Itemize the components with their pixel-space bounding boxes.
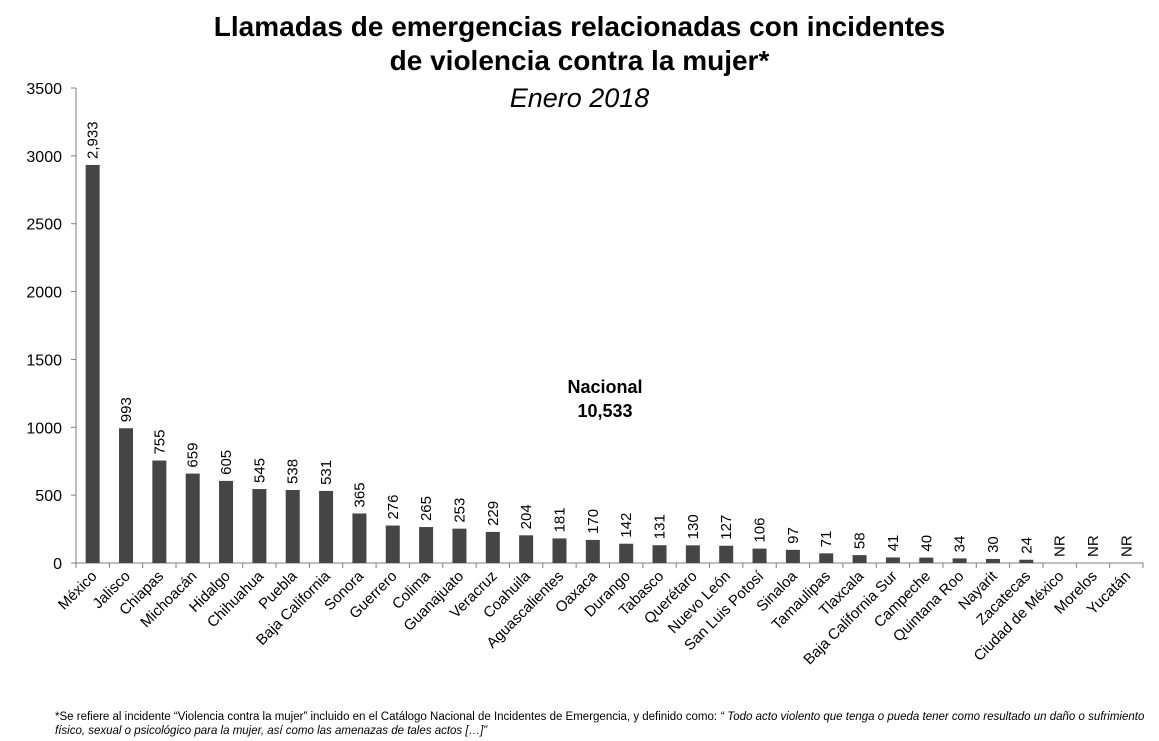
data-label: 993 xyxy=(118,397,135,422)
data-label: 755 xyxy=(151,430,168,455)
bar xyxy=(1019,559,1034,563)
data-label: 127 xyxy=(718,515,735,540)
data-label: 170 xyxy=(585,509,602,534)
bar xyxy=(185,473,200,563)
data-label: 97 xyxy=(785,527,802,544)
chart-subtitle: Enero 2018 xyxy=(509,83,650,113)
bar xyxy=(585,539,600,563)
data-label: 71 xyxy=(818,531,835,548)
data-label: 2,933 xyxy=(85,121,102,159)
annotation-value: 10,533 xyxy=(577,401,632,421)
bar xyxy=(852,555,867,563)
data-label: 545 xyxy=(251,458,268,483)
bar xyxy=(752,548,767,563)
data-label: NR xyxy=(1052,535,1069,557)
annotation-label: Nacional xyxy=(567,377,642,397)
footnote: *Se refiere al incidente “Violencia cont… xyxy=(55,710,1145,738)
chart-title-line-2: de violencia contra la mujer* xyxy=(389,45,770,76)
chart-title-line-1: Llamadas de emergencias relacionadas con… xyxy=(213,11,946,42)
bar xyxy=(219,480,234,563)
y-tick-label: 0 xyxy=(53,556,62,573)
footnote-quote: “ Todo acto violento que tenga o pueda t… xyxy=(55,711,1145,737)
data-label: 30 xyxy=(985,536,1002,553)
y-tick-label: 3500 xyxy=(26,81,62,98)
bar xyxy=(985,558,1000,563)
data-label: 276 xyxy=(385,495,402,520)
data-label: 181 xyxy=(551,507,568,532)
y-tick-label: 2000 xyxy=(26,285,62,302)
data-label: 204 xyxy=(518,504,535,529)
bar xyxy=(352,513,367,563)
footnote-text: *Se refiere al incidente “Violencia cont… xyxy=(55,711,721,723)
y-tick-label: 500 xyxy=(35,488,62,505)
bar xyxy=(452,528,467,563)
data-label: NR xyxy=(1118,535,1135,557)
bar xyxy=(319,490,334,563)
bar xyxy=(885,557,900,563)
bar xyxy=(619,543,634,563)
y-tick-label: 3000 xyxy=(26,149,62,166)
bar xyxy=(119,428,134,563)
data-label: 34 xyxy=(952,536,969,553)
data-label: 24 xyxy=(1018,537,1035,554)
data-label: 265 xyxy=(418,496,435,521)
bar-chart: 0 500 1000 1500 2000 2500 3000 3500 2,933 México 9… xyxy=(26,81,1144,668)
bar xyxy=(952,558,967,563)
bar xyxy=(385,525,400,563)
bar xyxy=(719,545,734,563)
bar xyxy=(919,557,934,563)
bar xyxy=(519,535,534,563)
data-label: 531 xyxy=(318,460,335,485)
bar xyxy=(485,531,500,563)
data-label: 142 xyxy=(618,513,635,538)
bar xyxy=(552,538,567,563)
data-label: 130 xyxy=(685,514,702,539)
data-label: 538 xyxy=(285,459,302,484)
bar xyxy=(785,549,800,563)
bar xyxy=(152,460,167,563)
bar xyxy=(419,527,434,563)
data-label: 659 xyxy=(185,443,202,468)
data-label: 106 xyxy=(752,518,769,543)
data-label: 41 xyxy=(885,535,902,552)
y-tick-label: 1500 xyxy=(26,352,62,369)
bar xyxy=(285,489,300,563)
data-label: NR xyxy=(1085,535,1102,557)
data-label: 605 xyxy=(218,450,235,475)
data-label: 40 xyxy=(918,535,935,552)
data-label: 131 xyxy=(652,514,669,539)
data-label: 229 xyxy=(485,501,502,526)
bar xyxy=(685,545,700,563)
bar xyxy=(85,164,100,563)
data-label: 365 xyxy=(351,482,368,507)
data-label: 58 xyxy=(852,532,869,549)
bar xyxy=(819,553,834,563)
y-tick-label: 2500 xyxy=(26,217,62,234)
data-label: 253 xyxy=(451,498,468,523)
category-label: México xyxy=(55,568,101,614)
bar xyxy=(652,545,667,563)
bar xyxy=(252,489,267,563)
y-tick-label: 1000 xyxy=(26,420,62,437)
